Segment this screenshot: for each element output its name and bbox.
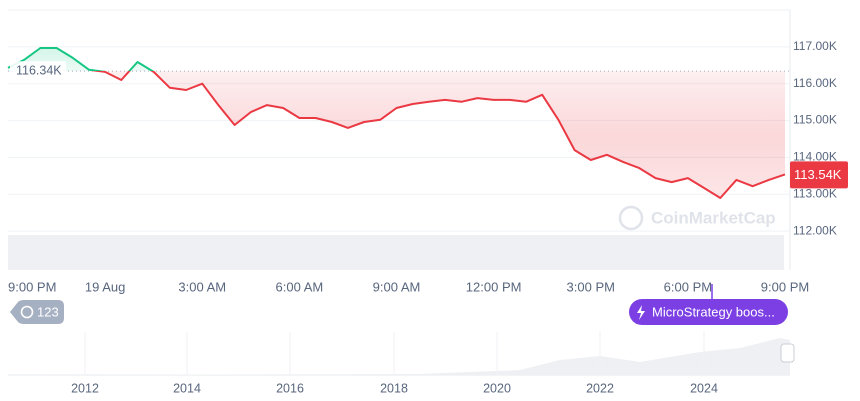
x-tick-label: 6:00 AM [276,279,324,294]
y-tick-label: 116.00K [793,76,837,90]
price-line [7,47,786,199]
x-tick-label: 12:00 PM [466,279,522,294]
history-badge-bg[interactable] [10,300,64,324]
history-badge[interactable]: 123 [10,300,64,324]
x-tick-label: 3:00 PM [567,279,615,294]
y-tick-label: 117.00K [793,39,837,53]
x-tick-label: 6:00 PM [664,279,712,294]
y-tick-label: 115.00K [793,113,837,127]
x-tick-label: 9:00 PM [8,279,56,294]
navigator-label: 2022 [586,381,614,395]
baseline-tag: 116.34K [10,61,66,80]
event-badge-bg[interactable] [629,299,788,325]
last-price-tag [790,161,848,189]
navigator-label: 2018 [380,381,408,395]
navigator-label: 2014 [173,381,201,395]
x-tick-label: 3:00 AM [178,279,226,294]
navigator-area [8,338,790,375]
y-tick-label: 114.00K [793,150,837,164]
navigator-label: 2020 [483,381,511,395]
y-tick-label: 112.00K [793,223,837,237]
x-tick-label: 9:00 PM [761,279,809,294]
history-count[interactable]: 123 [37,304,59,319]
navigator-label: 2012 [71,381,99,395]
watermark-logo [618,205,644,231]
navigator-label: 2016 [276,381,304,395]
last-price-label: 113.54K [794,167,842,182]
navigator [8,338,795,376]
x-tick-label: 19 Aug [85,279,126,294]
event-text[interactable]: MicroStrategy boos... [652,304,775,319]
event-badge[interactable]: MicroStrategy boos... [629,284,788,325]
area-fill [8,48,785,198]
baseline-tag-bg [10,61,66,80]
navigator-handle[interactable] [780,343,795,363]
volume-area [8,235,784,270]
baseline-label: 116.34K [16,63,62,77]
watermark-text: CoinMarketCap [651,208,776,227]
navigator-label: 2024 [690,381,718,395]
event-icon[interactable] [637,305,645,320]
y-tick-label: 113.00K [793,186,837,200]
history-icon[interactable] [20,305,34,319]
watermark: CoinMarketCap [618,205,776,231]
x-tick-label: 9:00 AM [373,279,421,294]
